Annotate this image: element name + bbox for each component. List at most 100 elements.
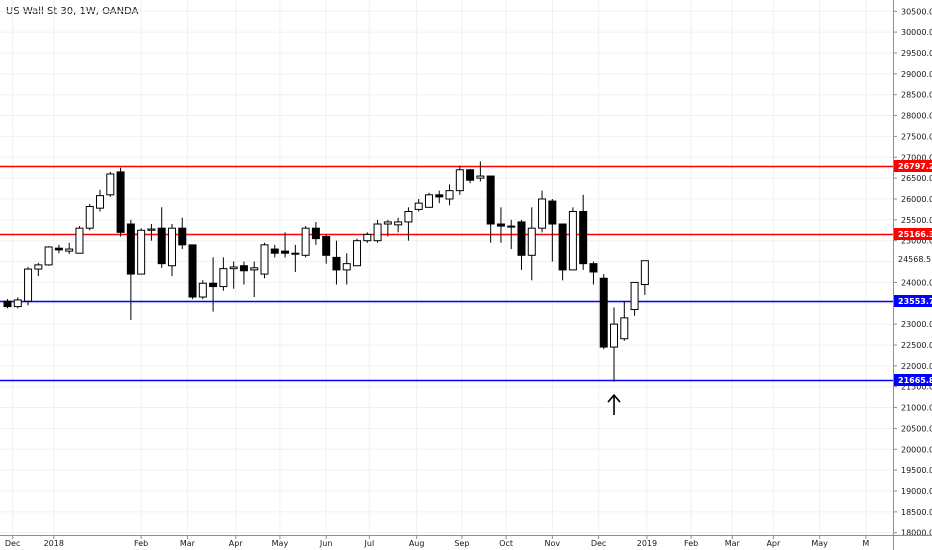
candle-body: [34, 264, 43, 270]
candle-body: [538, 198, 547, 229]
candle-body: [527, 227, 536, 256]
candle: [219, 257, 228, 291]
time-tick-label: Sep: [454, 539, 469, 548]
price-tick-label: 18500.0: [901, 508, 932, 517]
candle-body: [209, 282, 218, 288]
candle: [568, 207, 577, 271]
candle-body: [126, 223, 135, 275]
candle: [198, 280, 207, 300]
candle-body: [630, 281, 639, 311]
candle: [373, 219, 382, 243]
level-price-tag: [894, 374, 932, 386]
candle: [13, 297, 22, 309]
candle-body: [229, 266, 238, 270]
candle: [640, 260, 649, 295]
price-tick-label: 21000.0: [901, 404, 932, 413]
candle: [414, 198, 423, 212]
candle-body: [106, 173, 115, 196]
price-tick-label: 28000.0: [901, 112, 932, 121]
candle: [75, 226, 84, 254]
candle: [188, 244, 197, 300]
price-tick-label: 22500.0: [901, 341, 932, 350]
candle-body: [486, 175, 495, 225]
time-tick-label: Mar: [725, 539, 741, 548]
price-tick-label: 27000.0: [901, 153, 932, 162]
candle: [332, 240, 341, 285]
candle-body: [610, 323, 619, 348]
price-tick-label: 26500.0: [901, 174, 932, 183]
candle-body: [281, 250, 290, 254]
candle-body: [239, 265, 248, 272]
price-tags: 26797.2 25166.3 23553.7 21665.8 24568.5: [894, 160, 932, 386]
candle-body: [250, 267, 259, 271]
candle-body: [24, 268, 33, 302]
time-tick-label: Mar: [180, 539, 196, 548]
candle-body: [507, 225, 516, 228]
candles: [3, 161, 649, 382]
candle-body: [44, 246, 53, 266]
candle: [126, 219, 135, 320]
candle-body: [435, 194, 444, 198]
candle: [476, 161, 485, 182]
candle: [630, 281, 639, 316]
candle: [239, 261, 248, 285]
time-tick-label: Feb: [684, 539, 698, 548]
candle-body: [332, 256, 341, 271]
candle: [507, 219, 516, 250]
candle: [24, 266, 33, 306]
candle-body: [54, 247, 63, 251]
candle: [620, 301, 629, 341]
candle-body: [424, 194, 433, 208]
candle-body: [96, 195, 105, 209]
level-price-tag-label: 25166.3: [898, 230, 932, 239]
candle-body: [620, 317, 629, 340]
candle: [466, 168, 475, 184]
candle-body: [311, 227, 320, 240]
horizontal-levels[interactable]: [0, 165, 893, 382]
price-axis[interactable]: 30500.0 30000.0 29500.0 29000.0 28500.0 28000…: [893, 0, 932, 550]
candle: [496, 207, 505, 243]
candle-body: [558, 223, 567, 271]
candle-body: [13, 299, 22, 308]
price-tick-label: 19000.0: [901, 487, 932, 496]
candle: [599, 274, 608, 350]
candle-body: [75, 227, 84, 254]
candle-body: [270, 248, 279, 254]
time-tick-label: 2019: [637, 539, 657, 548]
time-axis[interactable]: Dec 2018 Feb Mar Apr May Jun Jul Aug Sep Oct Nov Dec…: [0, 535, 932, 548]
candle: [65, 242, 74, 255]
candle-body: [383, 221, 392, 225]
time-tick-label: Aug: [409, 539, 425, 548]
candle-body: [342, 263, 351, 271]
candle: [538, 190, 547, 233]
time-tick-label: Oct: [499, 539, 513, 548]
candle-body: [353, 240, 362, 267]
candle: [54, 244, 63, 254]
candle-body: [291, 252, 300, 255]
price-tick-label: 29000.0: [901, 70, 932, 79]
candle: [394, 217, 403, 233]
price-tick-label: 23000.0: [901, 320, 932, 329]
time-tick-label: May: [811, 539, 828, 548]
candle: [250, 261, 259, 298]
candle: [157, 207, 166, 268]
candle-body: [394, 221, 403, 226]
candle: [589, 261, 598, 285]
candle-body: [466, 169, 475, 181]
price-tick-label: 22000.0: [901, 362, 932, 371]
candle: [3, 299, 12, 309]
time-tick-label: Feb: [134, 539, 148, 548]
candle-body: [322, 236, 331, 256]
candle-body: [363, 233, 372, 242]
up-arrow-head: [607, 393, 621, 403]
price-tick-label: 24000.0: [901, 278, 932, 287]
time-tick-label: Apr: [229, 539, 244, 548]
price-tick-label: 21500.0: [901, 383, 932, 392]
price-tick-label: 25500.0: [901, 216, 932, 225]
candle: [270, 244, 279, 258]
price-tick-label: 29500.0: [901, 49, 932, 58]
price-tick-label: 30000.0: [901, 28, 932, 37]
price-tick-label: 20000.0: [901, 445, 932, 454]
candle-body: [579, 210, 588, 265]
